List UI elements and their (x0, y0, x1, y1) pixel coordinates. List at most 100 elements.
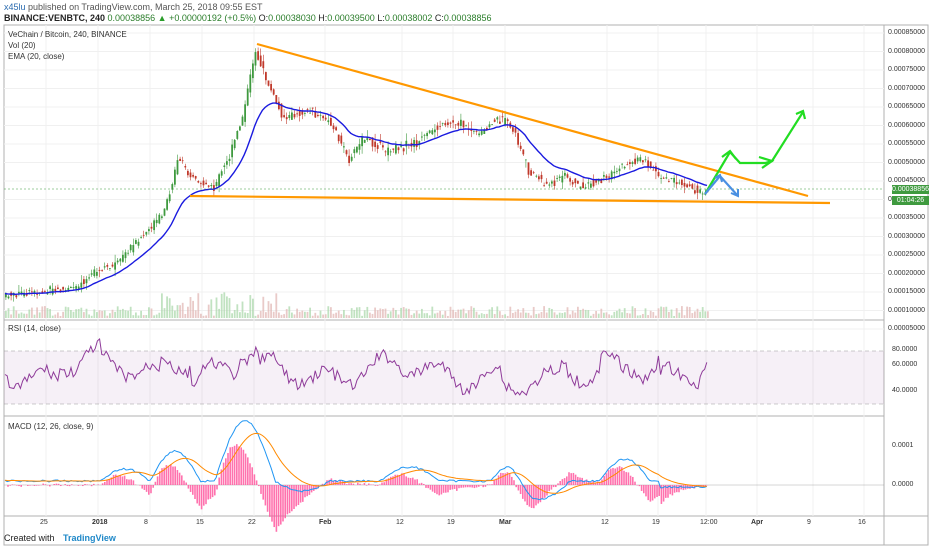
arrowhead-icon (758, 155, 775, 169)
volume-bar (12, 306, 15, 318)
volume-legend[interactable]: Vol (20) (8, 41, 36, 50)
histogram-bar (405, 476, 407, 485)
histogram-bar (623, 470, 625, 485)
histogram-bar (434, 485, 436, 493)
candle-body (272, 89, 275, 95)
tradingview-logo[interactable]: TradingView (63, 533, 116, 543)
histogram-bar (286, 485, 289, 515)
low-label: L: (377, 13, 385, 23)
histogram-bar (484, 485, 487, 487)
candle-body (220, 171, 223, 176)
candle-body (678, 182, 681, 184)
volume-bar (168, 298, 171, 318)
time-tick-label: 9 (807, 519, 811, 526)
candle-body (285, 117, 288, 120)
high-label: H: (318, 13, 328, 23)
candle-body (530, 170, 532, 176)
volume-bar (236, 304, 239, 318)
open-label: O: (258, 13, 269, 23)
candle-body (569, 178, 571, 182)
support-trendline[interactable] (189, 194, 831, 205)
histogram-bar (132, 480, 135, 485)
volume-bar (233, 309, 236, 318)
macd-legend[interactable]: MACD (12, 26, close, 9) (8, 422, 94, 431)
volume-bar (176, 305, 179, 318)
volume-bar (194, 310, 197, 318)
histogram-bar (482, 485, 484, 488)
volume-bar (410, 314, 413, 318)
histogram-bar (119, 475, 121, 485)
histogram-bar (156, 476, 159, 485)
histogram-bar (592, 480, 594, 485)
author-link[interactable]: x45lu (4, 2, 26, 12)
volume-bar (140, 310, 142, 318)
rsi-line[interactable] (4, 338, 708, 396)
candle-body (83, 279, 85, 284)
histogram-bar (112, 474, 115, 485)
candle-body (413, 139, 415, 147)
candlesticks[interactable] (5, 47, 709, 302)
low-value: 0.00038002 (384, 13, 433, 23)
candle-body (694, 190, 696, 194)
histogram-bar (394, 474, 396, 485)
volume-bar (600, 308, 603, 318)
histogram-bar (654, 485, 656, 499)
histogram-bar (390, 476, 392, 485)
histogram-bar (429, 485, 432, 490)
histogram-bar (513, 480, 515, 485)
histogram-bar (97, 484, 99, 485)
histogram-bar (493, 480, 495, 485)
candle-body (293, 113, 296, 118)
candle-body (33, 290, 36, 293)
ema-line[interactable] (4, 102, 708, 296)
volume-bar (639, 315, 642, 318)
histogram-bar (214, 485, 216, 496)
price-tick-label: 0.00075000 (888, 66, 925, 73)
volume-bar (28, 309, 31, 318)
candle-body (140, 237, 142, 238)
histogram-bar (238, 446, 240, 485)
volume-bar (267, 301, 270, 318)
signal-line[interactable] (4, 432, 707, 494)
volume-bar (44, 306, 46, 318)
histogram-bar (295, 485, 297, 507)
descending-trendline[interactable] (256, 42, 809, 198)
histogram-bar (143, 485, 146, 490)
rsi-legend[interactable]: RSI (14, close) (8, 324, 61, 333)
volume-bar (389, 311, 392, 318)
candle-body (387, 147, 389, 156)
volume-bar (454, 311, 457, 318)
volume-bar (623, 308, 626, 318)
volume-bar (122, 308, 124, 318)
histogram-bar (566, 476, 568, 485)
histogram-bar (440, 485, 443, 495)
candle-body (231, 144, 233, 158)
volume-bar (304, 311, 306, 318)
price-tick-label: 0.00045000 (888, 177, 925, 184)
candle-body (210, 185, 213, 187)
candle-body (475, 131, 478, 132)
histogram-bar (163, 467, 165, 485)
candle-body (327, 120, 330, 123)
volume-bar (257, 314, 259, 318)
candle-body (122, 254, 124, 262)
histogram-bar (412, 477, 414, 485)
histogram-bar (284, 485, 286, 519)
bullish-projection-path[interactable] (704, 111, 804, 195)
histogram-bar (621, 467, 623, 485)
candle-body (621, 163, 623, 165)
histogram-bar (376, 485, 379, 486)
histogram-bar (178, 472, 181, 485)
candle-body (634, 158, 636, 164)
histogram-bar (82, 485, 84, 487)
candle-body (603, 175, 605, 177)
volume-bar (31, 307, 33, 318)
candle-body (215, 182, 218, 187)
histogram-bar (115, 474, 117, 485)
ema-legend[interactable]: EMA (20, close) (8, 52, 65, 61)
macd-line[interactable] (4, 420, 707, 501)
histogram-bar (515, 485, 517, 488)
volume-bar (431, 306, 434, 318)
change-arrow-icon: ▲ (157, 13, 167, 23)
